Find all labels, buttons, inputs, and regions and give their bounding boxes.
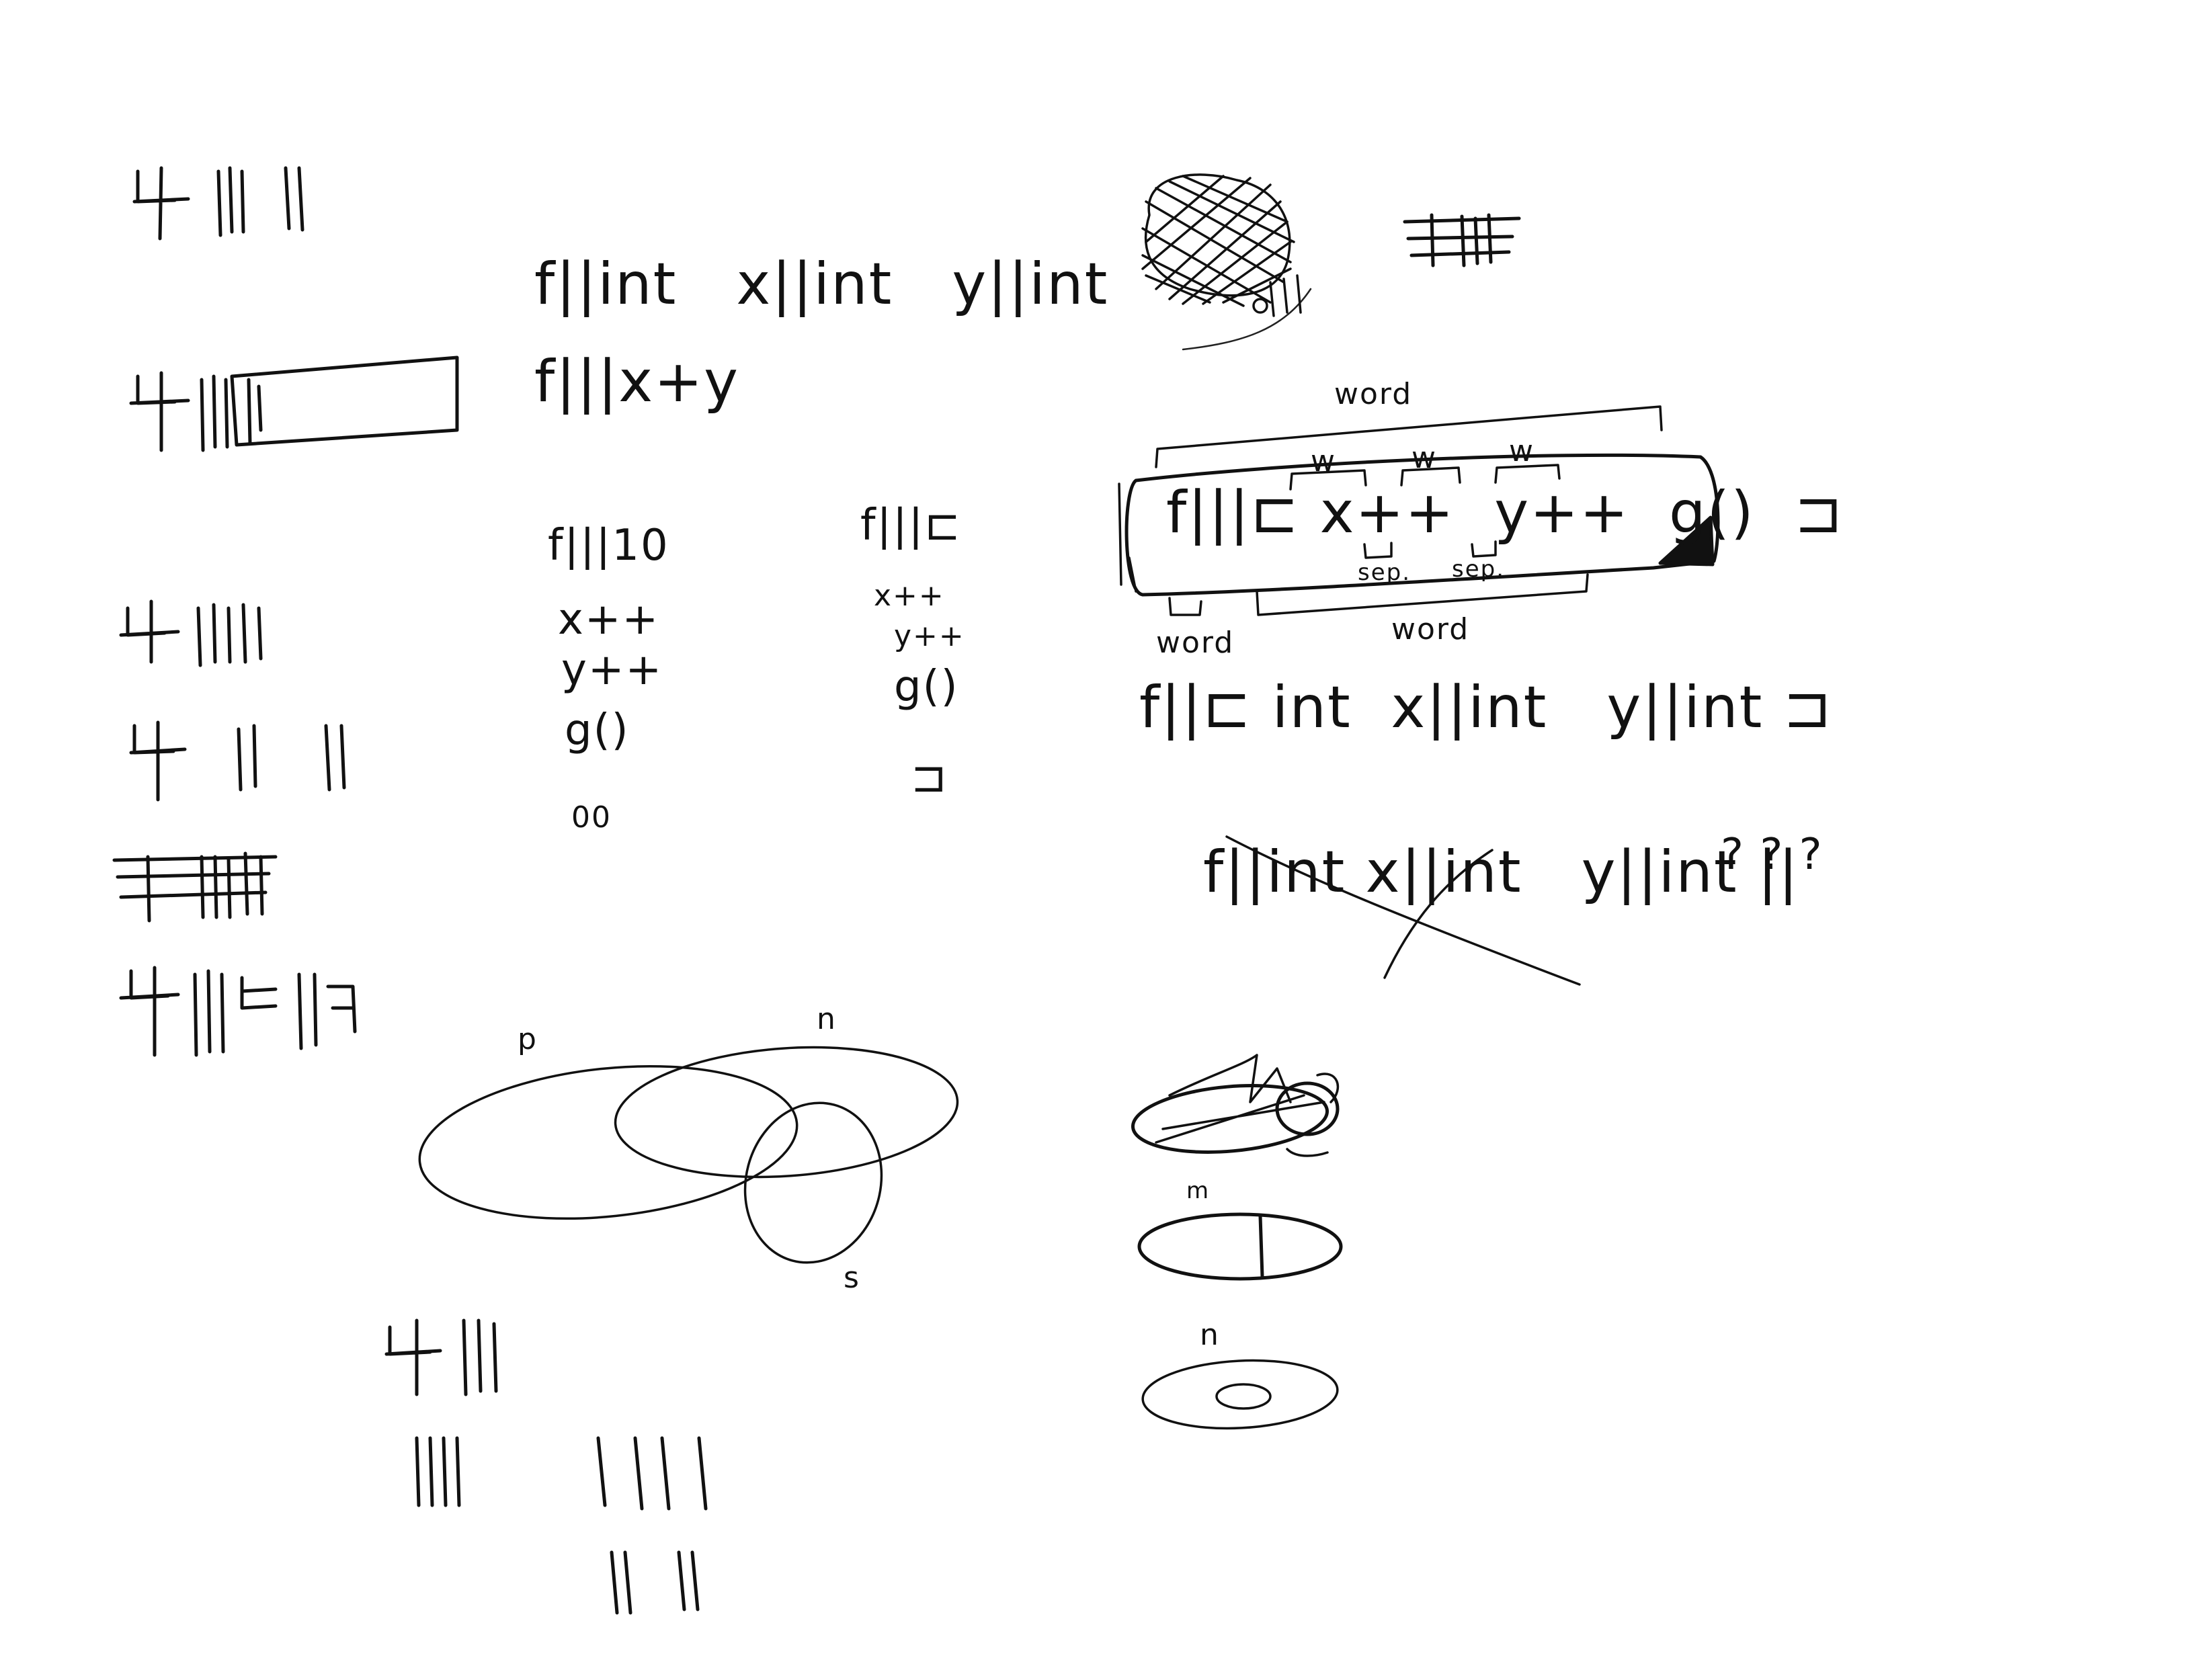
tally-glyph-row-6 [119,966,357,1057]
label-word-top: word [1334,377,1413,411]
list-a-item-5: 00 [571,800,612,835]
code-line-3: f||⊏ int x||int y||int ⊐ [1139,674,1833,741]
box-code: f|||⊏ x++ y++ g() ⊐ [1166,479,1844,546]
disc-hole [1141,1359,1339,1430]
tally-glyph-row-2 [129,355,459,452]
venn-label-p: p [518,1022,538,1056]
tally-glyph-row-4 [129,720,346,802]
label-sep-1: sep. [1358,559,1411,586]
list-a-item-3: y++ [561,645,663,695]
brace-w [1289,464,1561,491]
code-box [1118,453,1720,597]
disc-split [1137,1212,1343,1281]
disc-label-m: m [1186,1177,1211,1204]
label-word-bottom-left: word [1156,626,1235,660]
question-marks: ? ? ? [1721,830,1824,880]
tally-glyph-row-3 [119,599,263,667]
list-a-item-1: f|||10 [548,521,669,571]
strike-through [1225,835,1581,986]
crossed-code: f||int x||int y||int || [1203,839,1799,906]
brace-sep [1363,540,1497,559]
list-a-item-2: x++ [558,595,660,644]
tally-glyph-top-right [1403,213,1521,267]
tally-group-2 [596,1436,708,1511]
brace-word-bottom [1168,573,1589,616]
venn-diagram [418,1046,959,1264]
tally-glyph-row-5 [112,851,278,923]
scribble-blob [1141,173,1312,351]
tally-glyph-bottom [384,1318,498,1396]
venn-label-n: n [817,1002,837,1036]
tally-glyph-row-1 [132,166,304,241]
tally-group-3 [610,1550,700,1615]
label-sep-2: sep. [1452,556,1506,583]
label-w-1: w [1311,444,1336,478]
venn-label-s: s [844,1261,860,1295]
disc-scribbled [1131,1054,1340,1157]
list-b-item-1: f|||⊏ [860,501,962,550]
code-line-1: f||int x||int y||int [534,251,1109,318]
label-w-2: w [1411,441,1437,475]
list-b-item-2: x++ [874,579,945,613]
disc-label-n: n [1200,1318,1220,1352]
list-a-item-4: g() [565,706,630,755]
code-line-2: f|||x+y [534,348,740,415]
list-b-item-5: ⊐ [911,753,948,802]
label-w-3: w [1509,434,1534,468]
list-b-item-3: y++ [894,619,965,653]
list-b-item-4: g() [894,662,959,712]
tally-group-1 [415,1436,461,1507]
label-word-bottom-right: word [1391,612,1470,646]
brace-word-top [1155,405,1663,468]
